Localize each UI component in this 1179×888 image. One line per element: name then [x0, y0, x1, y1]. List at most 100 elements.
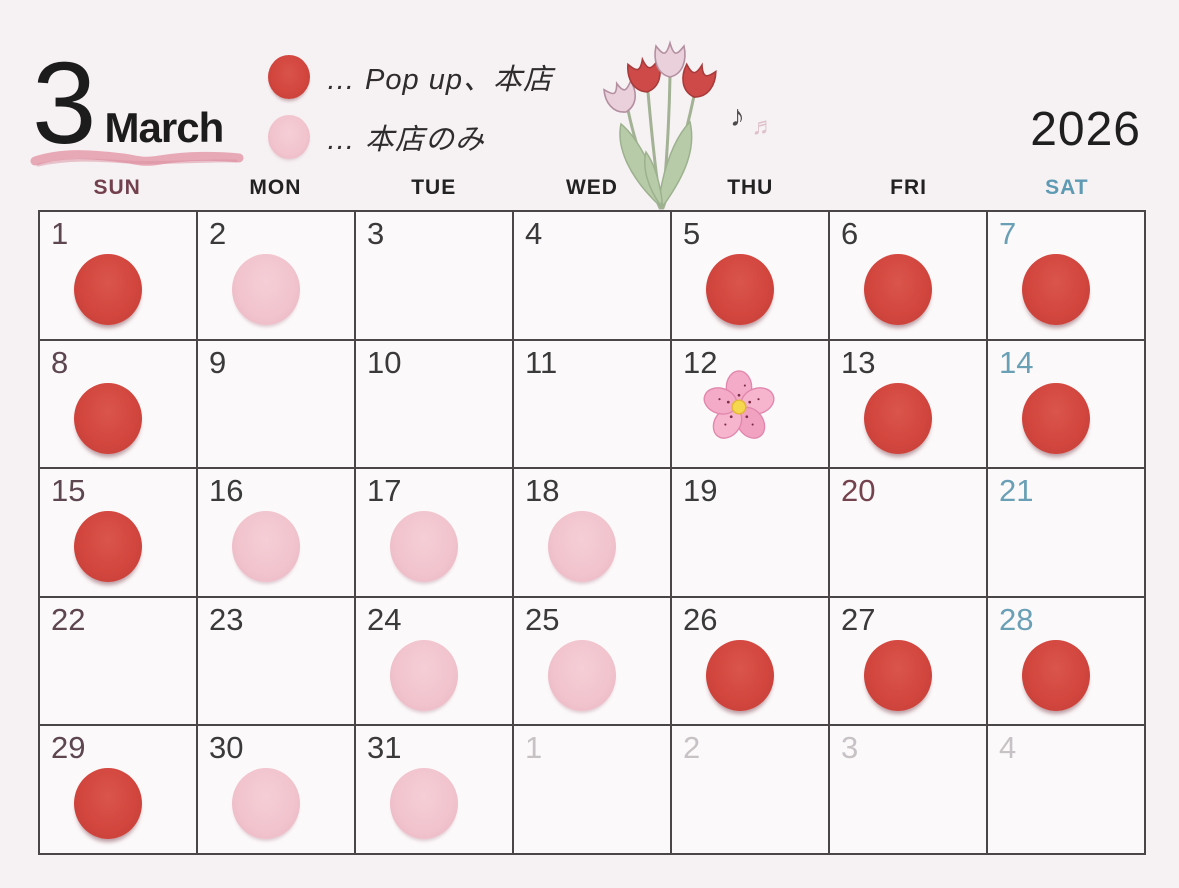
day-number: 28: [999, 601, 1034, 637]
tulip-bouquet-illustration: [603, 40, 717, 210]
pink-dot-icon: [232, 768, 300, 840]
day-number: 15: [51, 473, 86, 509]
calendar-cell-27: 27: [830, 597, 986, 725]
day-number: 2: [683, 730, 701, 766]
day-number: 1: [525, 730, 543, 766]
calendar-cell-next-3: 3: [830, 726, 986, 853]
red-dot-icon: [1022, 639, 1090, 711]
day-number: 1: [51, 216, 69, 251]
red-dot-icon: [1022, 382, 1090, 454]
legend-row-honten-only: … 本店のみ: [268, 115, 553, 159]
calendar-cell-2: 2: [198, 212, 354, 339]
day-number: 7: [999, 216, 1017, 251]
day-number: 22: [51, 601, 86, 637]
day-number: 17: [367, 473, 402, 509]
calendar-cell-20: 20: [830, 469, 986, 596]
day-number: 26: [683, 601, 718, 637]
day-number: 6: [841, 216, 859, 251]
day-number: 18: [525, 473, 560, 509]
weekday-label-sun: SUN: [93, 176, 141, 199]
day-number: 13: [841, 344, 876, 380]
weekday-label-wed: WED: [565, 176, 618, 199]
month-title: 3 March: [32, 38, 224, 168]
day-number: 9: [209, 344, 227, 380]
day-number: 10: [367, 344, 402, 380]
legend-label: … Pop up、本店: [326, 64, 553, 96]
calendar-cell-23: 23: [198, 597, 354, 725]
calendar-cell-4: 4: [514, 212, 670, 339]
day-number: 3: [841, 730, 859, 766]
red-dot-icon: [268, 55, 310, 99]
calendar-cell-22: 22: [40, 597, 196, 725]
day-number: 25: [525, 601, 560, 637]
pink-dot-icon: [232, 254, 300, 325]
calendar-cell-10: 10: [356, 340, 512, 468]
calendar-cell-25: 25: [514, 597, 670, 725]
music-note-1: ♪: [730, 100, 745, 133]
calendar-grid: 1 2 3 4 5 6 7 8 9 10 11 12 13 14 15 16 17 18 19 20 21 22 23 24…: [38, 210, 1146, 855]
calendar-cell-26: 26: [672, 597, 828, 725]
brush-underline-decoration: [30, 150, 244, 167]
calendar-cell-14: 14: [988, 340, 1144, 468]
legend-label: … 本店のみ: [326, 124, 486, 156]
pink-dot-icon: [232, 511, 300, 583]
day-number: 3: [367, 216, 385, 251]
calendar-cell-5: 5: [672, 212, 828, 339]
pink-dot-icon: [548, 639, 616, 711]
red-dot-icon: [74, 254, 142, 325]
music-note-2: ♬: [751, 113, 776, 140]
day-number: 12: [683, 344, 718, 380]
day-number: 31: [367, 730, 402, 766]
day-number: 19: [683, 473, 718, 509]
red-dot-icon: [1022, 254, 1090, 325]
day-number: 29: [51, 730, 86, 766]
calendar-cell-3: 3: [356, 212, 512, 339]
calendar-cell-13: 13: [830, 340, 986, 468]
calendar-cell-16: 16: [198, 469, 354, 596]
day-number: 20: [841, 473, 876, 509]
red-dot-icon: [864, 382, 932, 454]
pink-dot-icon: [390, 768, 458, 840]
day-number: 14: [999, 344, 1034, 380]
legend-row-popup-honten: … Pop up、本店: [268, 55, 553, 99]
weekday-label-tue: TUE: [411, 176, 457, 199]
day-number: 4: [999, 730, 1017, 766]
calendar-cell-6: 6: [830, 212, 986, 339]
calendar-cell-8: 8: [40, 340, 196, 468]
calendar-cell-9: 9: [198, 340, 354, 468]
calendar-cell-18: 18: [514, 469, 670, 596]
pink-dot-icon: [390, 639, 458, 711]
day-number: 27: [841, 601, 876, 637]
day-number: 8: [51, 344, 69, 380]
legend: … Pop up、本店 … 本店のみ: [268, 55, 553, 159]
calendar-cell-31: 31: [356, 726, 512, 853]
pink-dot-icon: [268, 115, 310, 159]
red-dot-icon: [74, 768, 142, 840]
red-dot-icon: [74, 382, 142, 454]
calendar-cell-next-2: 2: [672, 726, 828, 853]
calendar-cell-24: 24: [356, 597, 512, 725]
day-number: 21: [999, 473, 1034, 509]
calendar-cell-next-4: 4: [988, 726, 1144, 853]
day-number: 2: [209, 216, 227, 251]
calendar-cell-17: 17: [356, 469, 512, 596]
red-dot-icon: [74, 511, 142, 583]
calendar-cell-1: 1: [40, 212, 196, 339]
calendar-cell-30: 30: [198, 726, 354, 853]
month-number: 3: [32, 38, 97, 168]
cherry-blossom-icon: [703, 369, 775, 439]
music-notes-icon: ♪ ♬: [730, 100, 775, 140]
day-number: 30: [209, 730, 244, 766]
red-dot-icon: [706, 639, 774, 711]
calendar-cell-next-1: 1: [514, 726, 670, 853]
day-number: 4: [525, 216, 543, 251]
calendar-cell-21: 21: [988, 469, 1144, 596]
day-number: 11: [525, 344, 558, 380]
calendar-cell-19: 19: [672, 469, 828, 596]
red-dot-icon: [864, 254, 932, 325]
red-dot-icon: [864, 639, 932, 711]
red-dot-icon: [706, 254, 774, 325]
weekday-label-sat: SAT: [1045, 176, 1089, 199]
calendar-cell-28: 28: [988, 597, 1144, 725]
calendar-cell-7: 7: [988, 212, 1144, 339]
